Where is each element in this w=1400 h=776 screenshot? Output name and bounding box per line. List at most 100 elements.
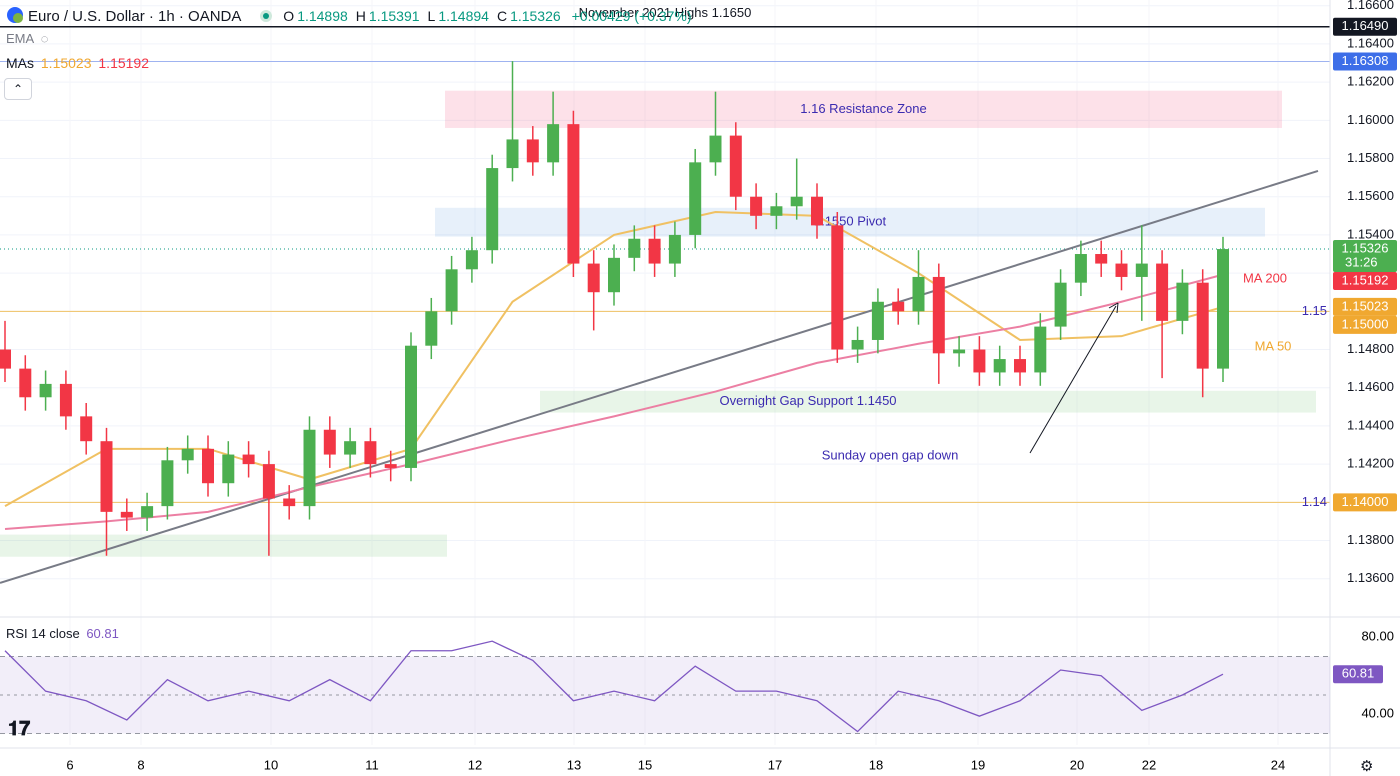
x-tick-label: 13 xyxy=(567,757,581,772)
ohlc-value: 1.15391 xyxy=(368,8,420,24)
zone-label: Overnight Gap Support 1.1450 xyxy=(719,393,896,408)
level-label: November 2021 Highs 1.1650 xyxy=(579,5,752,20)
candle-body xyxy=(567,124,580,264)
candle-body xyxy=(993,359,1006,373)
ma-label: MA 50 xyxy=(1255,338,1292,353)
candle-body xyxy=(770,206,783,216)
candle-body xyxy=(973,349,986,373)
trend-line xyxy=(0,169,1319,584)
ohlc: O 1.14898 H 1.15391 L 1.14894 C 1.15326 xyxy=(283,8,568,24)
candle-body xyxy=(303,429,316,507)
candle-body xyxy=(141,506,154,518)
candle-body xyxy=(912,276,925,312)
price-badge-label: 1.14000 xyxy=(1342,494,1389,509)
price-badge-label: 1.16308 xyxy=(1342,53,1389,68)
candle-body xyxy=(1095,254,1108,264)
price-badge xyxy=(1333,493,1397,512)
candle-body xyxy=(1217,249,1229,369)
y-tick-label: 1.14600 xyxy=(1347,379,1394,394)
rsi-row: RSI 14 close 60.81 xyxy=(6,626,122,641)
symbol-icon xyxy=(7,7,23,23)
symbol-row: Euro / U.S. Dollar · 1h · OANDA O 1.14898… xyxy=(6,6,695,25)
candle-body xyxy=(39,383,52,398)
ma200-value: 1.15192 xyxy=(98,55,149,71)
candle-body xyxy=(283,498,296,507)
candle-body xyxy=(871,301,884,340)
zone xyxy=(0,534,447,557)
candle-body xyxy=(80,416,93,442)
candle-body xyxy=(811,196,823,226)
price-badge xyxy=(1333,272,1397,291)
zone-label: 1.16 Resistance Zone xyxy=(800,101,926,116)
candle-body xyxy=(202,448,214,484)
y-tick-label: 1.15800 xyxy=(1347,150,1394,165)
arrow-head xyxy=(1108,302,1119,314)
candle-body xyxy=(445,269,458,312)
x-tick-label: 6 xyxy=(66,757,73,772)
ma-label: MA 200 xyxy=(1243,270,1287,285)
candle-body xyxy=(465,250,478,270)
candle-body xyxy=(729,135,742,197)
candle-body xyxy=(1034,326,1047,373)
symbol: Euro / U.S. Dollar · 1h · OANDA xyxy=(28,8,242,25)
candle-body xyxy=(323,429,336,455)
change: +0.00429 (+0.37%) xyxy=(571,8,692,24)
candle-body xyxy=(222,454,235,484)
candle-body xyxy=(628,238,641,258)
candle-body xyxy=(750,196,763,216)
x-tick-label: 19 xyxy=(971,757,985,772)
price-badge-label: 1.15326 xyxy=(1342,240,1389,255)
candle-body xyxy=(344,441,357,455)
candle-body xyxy=(1074,254,1087,283)
candle-body xyxy=(100,441,113,512)
price-badge xyxy=(1333,17,1397,36)
candle-body xyxy=(608,257,620,293)
annotation: Sunday open gap down xyxy=(822,447,959,462)
x-tick-label: 24 xyxy=(1271,757,1285,772)
ohlc-key: C xyxy=(496,8,508,24)
y-tick-label: 1.16400 xyxy=(1347,35,1394,50)
ohlc-key: O xyxy=(283,8,295,24)
candle-body xyxy=(1115,263,1128,277)
candle-body xyxy=(648,238,661,264)
candle-body xyxy=(0,349,11,369)
candle-body xyxy=(689,162,702,235)
mas-label: MAs xyxy=(6,55,34,71)
x-tick-label: 17 xyxy=(768,757,782,772)
y-tick-label: 1.13800 xyxy=(1347,532,1394,547)
tv-logo: 𝟏𝟕 xyxy=(8,718,31,740)
y-tick-label: 1.13600 xyxy=(1347,570,1394,585)
candle-body xyxy=(120,511,133,518)
mas-row: MAs 1.15023 1.15192 xyxy=(6,55,152,71)
y-tick-label: 1.14800 xyxy=(1347,341,1394,356)
candle-body xyxy=(59,383,72,417)
level-label: 1.15 xyxy=(1302,303,1327,318)
candle-body xyxy=(1176,282,1189,321)
price-badge-label: 1.15023 xyxy=(1342,298,1389,313)
settings-button[interactable]: ⚙ xyxy=(1360,758,1374,775)
ema-row: EMA ◌ xyxy=(6,31,49,46)
candle-body xyxy=(851,339,864,350)
level-label: 1.14 xyxy=(1302,494,1327,509)
candle-body xyxy=(1156,263,1169,321)
candle-body xyxy=(262,464,275,499)
x-tick-label: 22 xyxy=(1142,757,1156,772)
candle-body xyxy=(526,139,539,163)
y-tick-label: 1.16000 xyxy=(1347,112,1394,127)
candle-body xyxy=(384,464,397,468)
ohlc-key: H xyxy=(355,8,366,24)
candle-body xyxy=(668,234,681,264)
collapse-button[interactable]: ⌃ xyxy=(4,78,32,100)
y-tick-label: 1.16200 xyxy=(1347,74,1394,89)
arrow xyxy=(1029,305,1117,454)
candle-body xyxy=(425,311,438,346)
ohlc-value: 1.15326 xyxy=(510,8,561,24)
x-tick-label: 18 xyxy=(869,757,883,772)
candle-body xyxy=(831,225,844,350)
x-tick-label: 10 xyxy=(264,757,278,772)
ma-line xyxy=(4,273,1224,531)
price-badge xyxy=(1333,240,1397,273)
price-badge-label: 1.15000 xyxy=(1342,316,1389,331)
